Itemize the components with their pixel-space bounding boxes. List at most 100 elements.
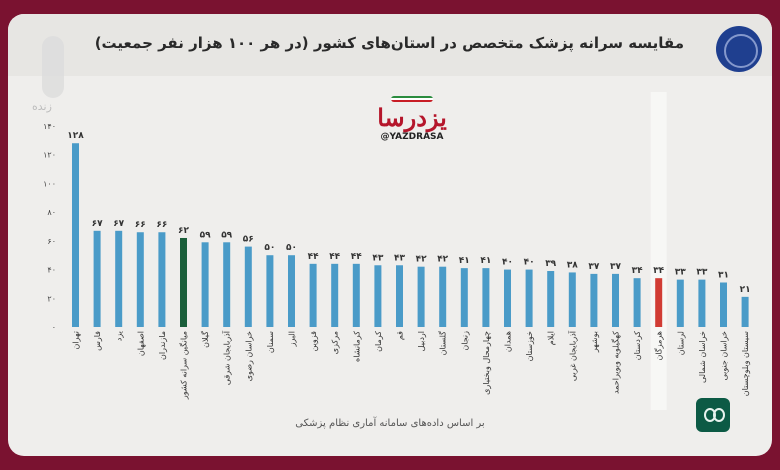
bar xyxy=(115,230,123,327)
value-label: ۳۸ xyxy=(567,260,578,270)
value-label: ۳۴ xyxy=(632,266,643,276)
watermark-handle: @YAZDRASA xyxy=(380,132,444,142)
bar xyxy=(201,242,209,327)
category-label: سیستان وبلوچستان xyxy=(741,331,750,397)
live-label: زنده xyxy=(32,100,52,113)
category-label: اصفهان xyxy=(136,331,145,356)
bar xyxy=(72,143,79,327)
flag-ribbon-icon xyxy=(391,96,433,102)
category-label: خراسان جنوبی xyxy=(720,331,729,381)
bar xyxy=(244,246,252,327)
value-label: ۴۴ xyxy=(329,252,340,262)
bar xyxy=(396,265,403,327)
bar xyxy=(698,279,706,327)
value-label: ۴۱ xyxy=(459,256,470,266)
value-label: ۲۱ xyxy=(740,285,751,295)
category-label: کرمان xyxy=(374,331,383,352)
news-watermark: یزدرسا @YAZDRASA xyxy=(372,96,452,142)
bar xyxy=(136,232,144,327)
category-label: آذربایجان شرقی xyxy=(222,330,232,385)
category-label: گلستان xyxy=(438,331,448,356)
value-label: ۵۹ xyxy=(221,230,232,240)
category-label: گیلان xyxy=(200,331,210,348)
value-label: ۳۱ xyxy=(718,270,729,280)
y-tick-label: ۸۰ xyxy=(47,208,56,217)
value-label: ۶۶ xyxy=(135,220,146,230)
category-label: هرمزگان xyxy=(654,331,664,360)
watermark-logo: یزدرسا xyxy=(377,103,447,132)
value-label: ۴۰ xyxy=(502,258,513,268)
bar xyxy=(633,278,641,327)
value-label: ۳۳ xyxy=(675,268,686,278)
value-label: ۵۹ xyxy=(200,230,211,240)
category-label: فارس xyxy=(93,331,102,351)
bar xyxy=(460,268,468,327)
bar xyxy=(676,279,684,327)
y-tick-label: ۲۰ xyxy=(47,294,56,303)
bar xyxy=(331,263,339,327)
value-label: ۴۳ xyxy=(394,253,405,263)
value-label: ۵۰ xyxy=(264,243,275,253)
bar xyxy=(180,237,187,327)
value-label: ۳۷ xyxy=(610,262,621,272)
ministry-emblem-icon xyxy=(716,26,762,72)
category-label: کهگیلویه وبویراحمد xyxy=(611,331,621,394)
category-label: یزد xyxy=(115,331,124,341)
value-label: ۶۷ xyxy=(113,219,124,229)
chart-title: مقایسه سرانه پزشک متخصص در استان‌های کشو… xyxy=(94,34,684,52)
category-label: البرز xyxy=(288,331,297,347)
value-label: ۴۳ xyxy=(372,253,383,263)
value-label: ۴۱ xyxy=(480,256,491,266)
y-tick-label: ۱۲۰ xyxy=(43,151,56,160)
category-label: همدان xyxy=(504,331,513,352)
bar xyxy=(417,266,425,327)
category-label: خراسان شمالی xyxy=(698,331,707,383)
bar xyxy=(439,266,447,327)
category-label: خوزستان xyxy=(525,331,534,361)
chart-card: مقایسه سرانه پزشک متخصص در استان‌های کشو… xyxy=(8,14,772,456)
bar xyxy=(288,255,295,327)
tv-channel-logo-icon xyxy=(42,36,64,98)
category-label: اردبیل xyxy=(417,331,426,351)
bar xyxy=(655,278,663,327)
bar xyxy=(158,232,166,327)
bar xyxy=(741,296,749,327)
value-label: ۳۷ xyxy=(588,262,599,272)
category-label: قم xyxy=(396,331,405,340)
bar xyxy=(374,265,382,327)
value-label: ۳۹ xyxy=(545,259,556,269)
bar xyxy=(93,230,101,327)
value-label: ۴۴ xyxy=(351,252,362,262)
bar xyxy=(547,271,555,327)
bar xyxy=(352,263,360,327)
bar xyxy=(612,273,619,327)
y-tick-label: ۶۰ xyxy=(47,237,56,246)
value-label: ۶۷ xyxy=(92,219,103,229)
y-tick-label: ۱۰۰ xyxy=(43,179,56,188)
y-tick-label: ۱۴۰ xyxy=(43,122,56,131)
category-label: آذربایجان غربی xyxy=(567,330,577,381)
category-label: سمنان xyxy=(266,331,275,353)
value-label: ۴۴ xyxy=(308,252,319,262)
value-label: ۳۳ xyxy=(696,268,707,278)
category-label: خراسان رضوی xyxy=(244,331,253,381)
category-label: کردستان xyxy=(633,331,642,360)
category-label: کرمانشاه xyxy=(352,331,361,362)
bar xyxy=(266,255,274,327)
value-label: ۴۲ xyxy=(437,255,448,265)
bar xyxy=(568,272,576,327)
category-label: زنجان xyxy=(460,331,469,351)
bar xyxy=(482,268,490,327)
category-label: ایلام xyxy=(547,331,556,345)
bar xyxy=(590,273,598,327)
value-label: ۶۶ xyxy=(156,220,167,230)
bar xyxy=(504,269,511,327)
value-label: ۶۲ xyxy=(178,226,189,236)
bar xyxy=(309,263,317,327)
bar xyxy=(223,242,231,327)
value-label: ۳۴ xyxy=(653,266,664,276)
category-label: بوشهر xyxy=(590,331,599,353)
category-label: چهارمحال وبختیاری xyxy=(482,331,491,395)
value-label: ۱۲۸ xyxy=(67,131,84,141)
bar xyxy=(525,269,533,327)
